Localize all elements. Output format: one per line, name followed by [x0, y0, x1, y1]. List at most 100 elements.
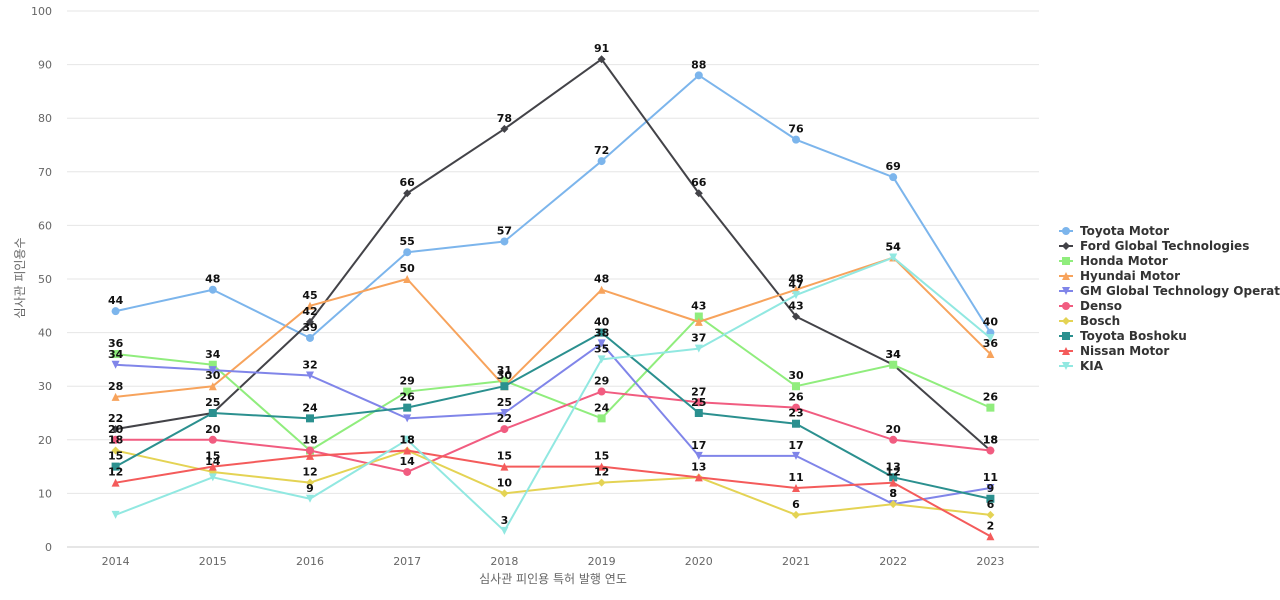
data-point[interactable]: [403, 387, 412, 396]
legend-marker[interactable]: [1062, 287, 1070, 295]
data-point[interactable]: [500, 409, 509, 417]
legend-marker[interactable]: [1062, 242, 1070, 250]
data-point[interactable]: [500, 382, 509, 391]
data-point[interactable]: [889, 253, 898, 262]
data-point[interactable]: [306, 333, 314, 342]
data-point[interactable]: [111, 478, 120, 487]
data-point[interactable]: [597, 285, 606, 294]
data-point[interactable]: [208, 366, 217, 375]
data-point[interactable]: [403, 446, 412, 455]
data-point[interactable]: [208, 382, 217, 391]
data-point[interactable]: [597, 387, 606, 396]
legend-item[interactable]: Honda Motor: [1059, 254, 1168, 268]
data-point[interactable]: [500, 425, 509, 434]
data-point[interactable]: [694, 71, 703, 80]
legend-item[interactable]: Hyundai Motor: [1059, 269, 1180, 283]
data-point[interactable]: [403, 189, 412, 198]
data-point[interactable]: [306, 371, 314, 380]
legend-item[interactable]: Nissan Motor: [1059, 344, 1169, 358]
data-point[interactable]: [597, 462, 606, 471]
data-point[interactable]: [792, 135, 800, 144]
data-point[interactable]: [306, 451, 314, 460]
data-point[interactable]: [792, 419, 800, 428]
data-point[interactable]: [306, 414, 314, 423]
data-point[interactable]: [792, 291, 800, 300]
data-point[interactable]: [889, 478, 898, 487]
legend-item[interactable]: Denso: [1059, 299, 1122, 313]
data-point[interactable]: [792, 312, 800, 321]
data-point[interactable]: [694, 473, 703, 482]
legend-marker[interactable]: [1062, 347, 1070, 355]
legend-item[interactable]: GM Global Technology Operat...: [1059, 284, 1280, 298]
data-point[interactable]: [111, 462, 120, 471]
data-point[interactable]: [694, 189, 703, 198]
data-point[interactable]: [889, 173, 898, 182]
data-point[interactable]: [500, 526, 509, 535]
data-point[interactable]: [208, 473, 217, 482]
data-point[interactable]: [306, 446, 314, 455]
data-point[interactable]: [694, 312, 703, 321]
legend-marker[interactable]: [1062, 332, 1070, 340]
data-point[interactable]: [694, 344, 703, 353]
data-point[interactable]: [694, 398, 703, 407]
data-point[interactable]: [986, 532, 995, 541]
legend-marker[interactable]: [1062, 227, 1070, 235]
data-point[interactable]: [986, 510, 995, 519]
data-point[interactable]: [792, 484, 800, 493]
data-point[interactable]: [694, 409, 703, 417]
legend-marker[interactable]: [1062, 317, 1070, 325]
data-point[interactable]: [500, 462, 509, 471]
data-point[interactable]: [500, 376, 509, 385]
legend-marker[interactable]: [1062, 362, 1070, 370]
data-point[interactable]: [792, 451, 800, 460]
data-point[interactable]: [500, 237, 509, 246]
data-point[interactable]: [403, 435, 412, 444]
legend-marker[interactable]: [1062, 257, 1070, 265]
data-point[interactable]: [792, 510, 800, 519]
data-point[interactable]: [111, 446, 120, 455]
data-point[interactable]: [792, 403, 800, 412]
data-point[interactable]: [306, 301, 314, 310]
data-point[interactable]: [986, 403, 995, 412]
data-point[interactable]: [986, 350, 995, 359]
data-point[interactable]: [889, 435, 898, 444]
data-point[interactable]: [986, 484, 995, 493]
data-point[interactable]: [403, 414, 412, 423]
data-point[interactable]: [986, 494, 995, 503]
legend-item[interactable]: Bosch: [1059, 314, 1120, 328]
data-point[interactable]: [889, 473, 898, 482]
data-point[interactable]: [208, 285, 217, 294]
data-point[interactable]: [403, 403, 412, 412]
data-point[interactable]: [403, 248, 412, 257]
data-point[interactable]: [694, 317, 703, 326]
legend-item[interactable]: Toyota Motor: [1059, 224, 1169, 238]
data-point[interactable]: [111, 307, 120, 316]
data-point[interactable]: [597, 478, 606, 487]
data-point[interactable]: [208, 462, 217, 471]
data-point[interactable]: [403, 467, 412, 476]
data-point[interactable]: [500, 124, 509, 133]
data-point[interactable]: [208, 435, 217, 444]
data-point[interactable]: [597, 355, 606, 364]
data-point[interactable]: [694, 451, 703, 460]
data-point[interactable]: [306, 317, 314, 326]
legend-item[interactable]: KIA: [1059, 359, 1104, 373]
data-point[interactable]: [986, 446, 995, 455]
data-point[interactable]: [792, 382, 800, 391]
data-point[interactable]: [111, 510, 120, 519]
data-point[interactable]: [597, 339, 606, 348]
data-point[interactable]: [403, 275, 412, 283]
data-point[interactable]: [306, 494, 314, 503]
data-point[interactable]: [208, 360, 217, 369]
data-point[interactable]: [111, 425, 120, 434]
legend-marker[interactable]: [1062, 272, 1070, 280]
legend-item[interactable]: Toyota Boshoku: [1059, 329, 1187, 343]
data-point[interactable]: [597, 414, 606, 423]
data-point[interactable]: [306, 478, 314, 487]
data-point[interactable]: [889, 360, 898, 369]
legend-item[interactable]: Ford Global Technologies: [1059, 239, 1249, 253]
data-point[interactable]: [111, 435, 120, 444]
legend-marker[interactable]: [1062, 302, 1070, 310]
data-point[interactable]: [208, 409, 217, 417]
data-point[interactable]: [597, 55, 606, 64]
